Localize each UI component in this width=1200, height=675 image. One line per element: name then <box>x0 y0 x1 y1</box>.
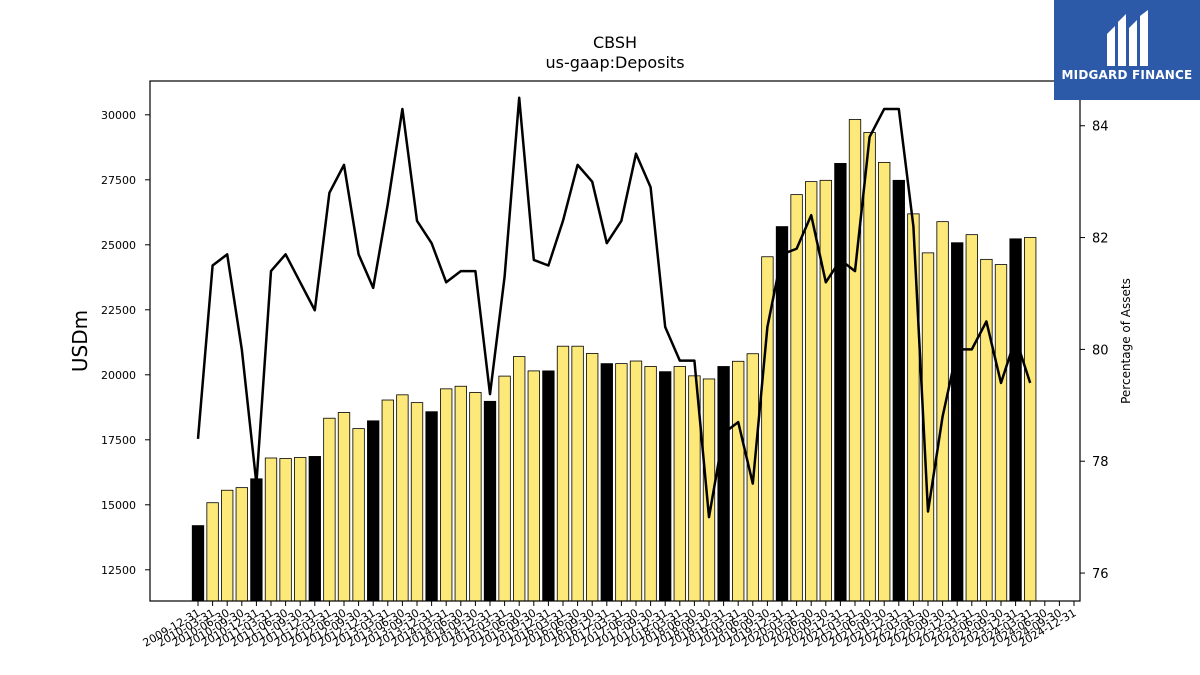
bar <box>863 132 876 602</box>
bar <box>892 179 905 602</box>
bar <box>454 385 467 602</box>
left-tick-label: 30000 <box>101 109 136 122</box>
right-tick-label: 76 <box>1092 567 1109 582</box>
bar <box>848 119 862 602</box>
right-tick-label: 78 <box>1092 455 1109 470</box>
right-tick-label: 84 <box>1092 120 1109 135</box>
bar <box>994 264 1008 602</box>
bar <box>206 502 219 602</box>
bar <box>907 213 920 602</box>
bar <box>469 392 482 602</box>
right-tick-label: 82 <box>1092 232 1109 247</box>
bar <box>527 370 540 602</box>
bars-group <box>191 119 1037 602</box>
bar <box>790 194 803 602</box>
bar <box>717 366 730 602</box>
bar <box>878 161 891 602</box>
bar <box>381 399 394 602</box>
right-tick-label: 80 <box>1092 343 1109 358</box>
bar <box>250 478 263 602</box>
bar <box>308 456 321 602</box>
logo-text: MIDGARD FINANCE <box>1061 68 1193 82</box>
bar <box>805 181 818 602</box>
bar <box>600 363 613 602</box>
bar <box>673 366 686 602</box>
pct-of-assets-line <box>196 96 1032 519</box>
bar <box>410 402 424 602</box>
bar <box>440 388 453 602</box>
chart-title: CBSH <box>593 33 637 52</box>
bar <box>732 360 745 602</box>
left-tick-label: 20000 <box>101 369 136 382</box>
logo-mark-icon <box>1107 10 1148 66</box>
chart-subtitle: us-gaap:Deposits <box>545 53 684 72</box>
bar <box>513 356 526 602</box>
bar <box>337 412 351 602</box>
bar <box>221 489 234 602</box>
line-group <box>196 96 1032 519</box>
bar <box>352 428 365 602</box>
bar <box>279 458 292 602</box>
bar <box>819 179 832 602</box>
bar <box>629 360 643 602</box>
y-axis-label-right: Percentage of Assets <box>1119 278 1133 404</box>
bar <box>615 363 628 602</box>
bar <box>951 242 964 602</box>
bar <box>571 345 584 602</box>
bar <box>980 258 993 602</box>
bar <box>294 457 307 602</box>
left-tick-label: 17500 <box>101 434 136 447</box>
left-tick-label: 22500 <box>101 304 136 317</box>
bar <box>396 394 409 602</box>
left-tick-label: 25000 <box>101 239 136 252</box>
bar <box>498 375 511 602</box>
y-axis-label-left: USDm <box>68 310 92 372</box>
bar <box>644 366 657 602</box>
plot-frame <box>149 80 1081 602</box>
bar <box>542 370 555 602</box>
left-tick-label: 12500 <box>101 564 136 577</box>
bar <box>264 457 278 602</box>
left-tick-label: 15000 <box>101 499 136 512</box>
bar <box>775 226 789 602</box>
bar <box>834 163 847 602</box>
bar <box>235 487 248 602</box>
right-axis: 76 78 80 82 84 <box>1080 120 1109 582</box>
bar <box>659 371 672 602</box>
brand-logo: MIDGARD FINANCE <box>1054 0 1200 100</box>
bar <box>556 345 570 602</box>
left-tick-label: 27500 <box>101 174 136 187</box>
bar <box>323 417 336 602</box>
bar <box>586 353 599 602</box>
bar <box>965 234 978 602</box>
bar <box>425 411 438 602</box>
bar <box>1009 238 1022 602</box>
x-axis: 2009-12-312010-03-312010-06-302010-09-30… <box>141 601 1079 650</box>
left-axis: 12500 15000 17500 20000 22500 25000 27500 30000 <box>101 109 150 577</box>
bar <box>483 400 497 602</box>
bar <box>191 525 205 602</box>
bar <box>1024 237 1037 602</box>
bar <box>367 420 380 602</box>
